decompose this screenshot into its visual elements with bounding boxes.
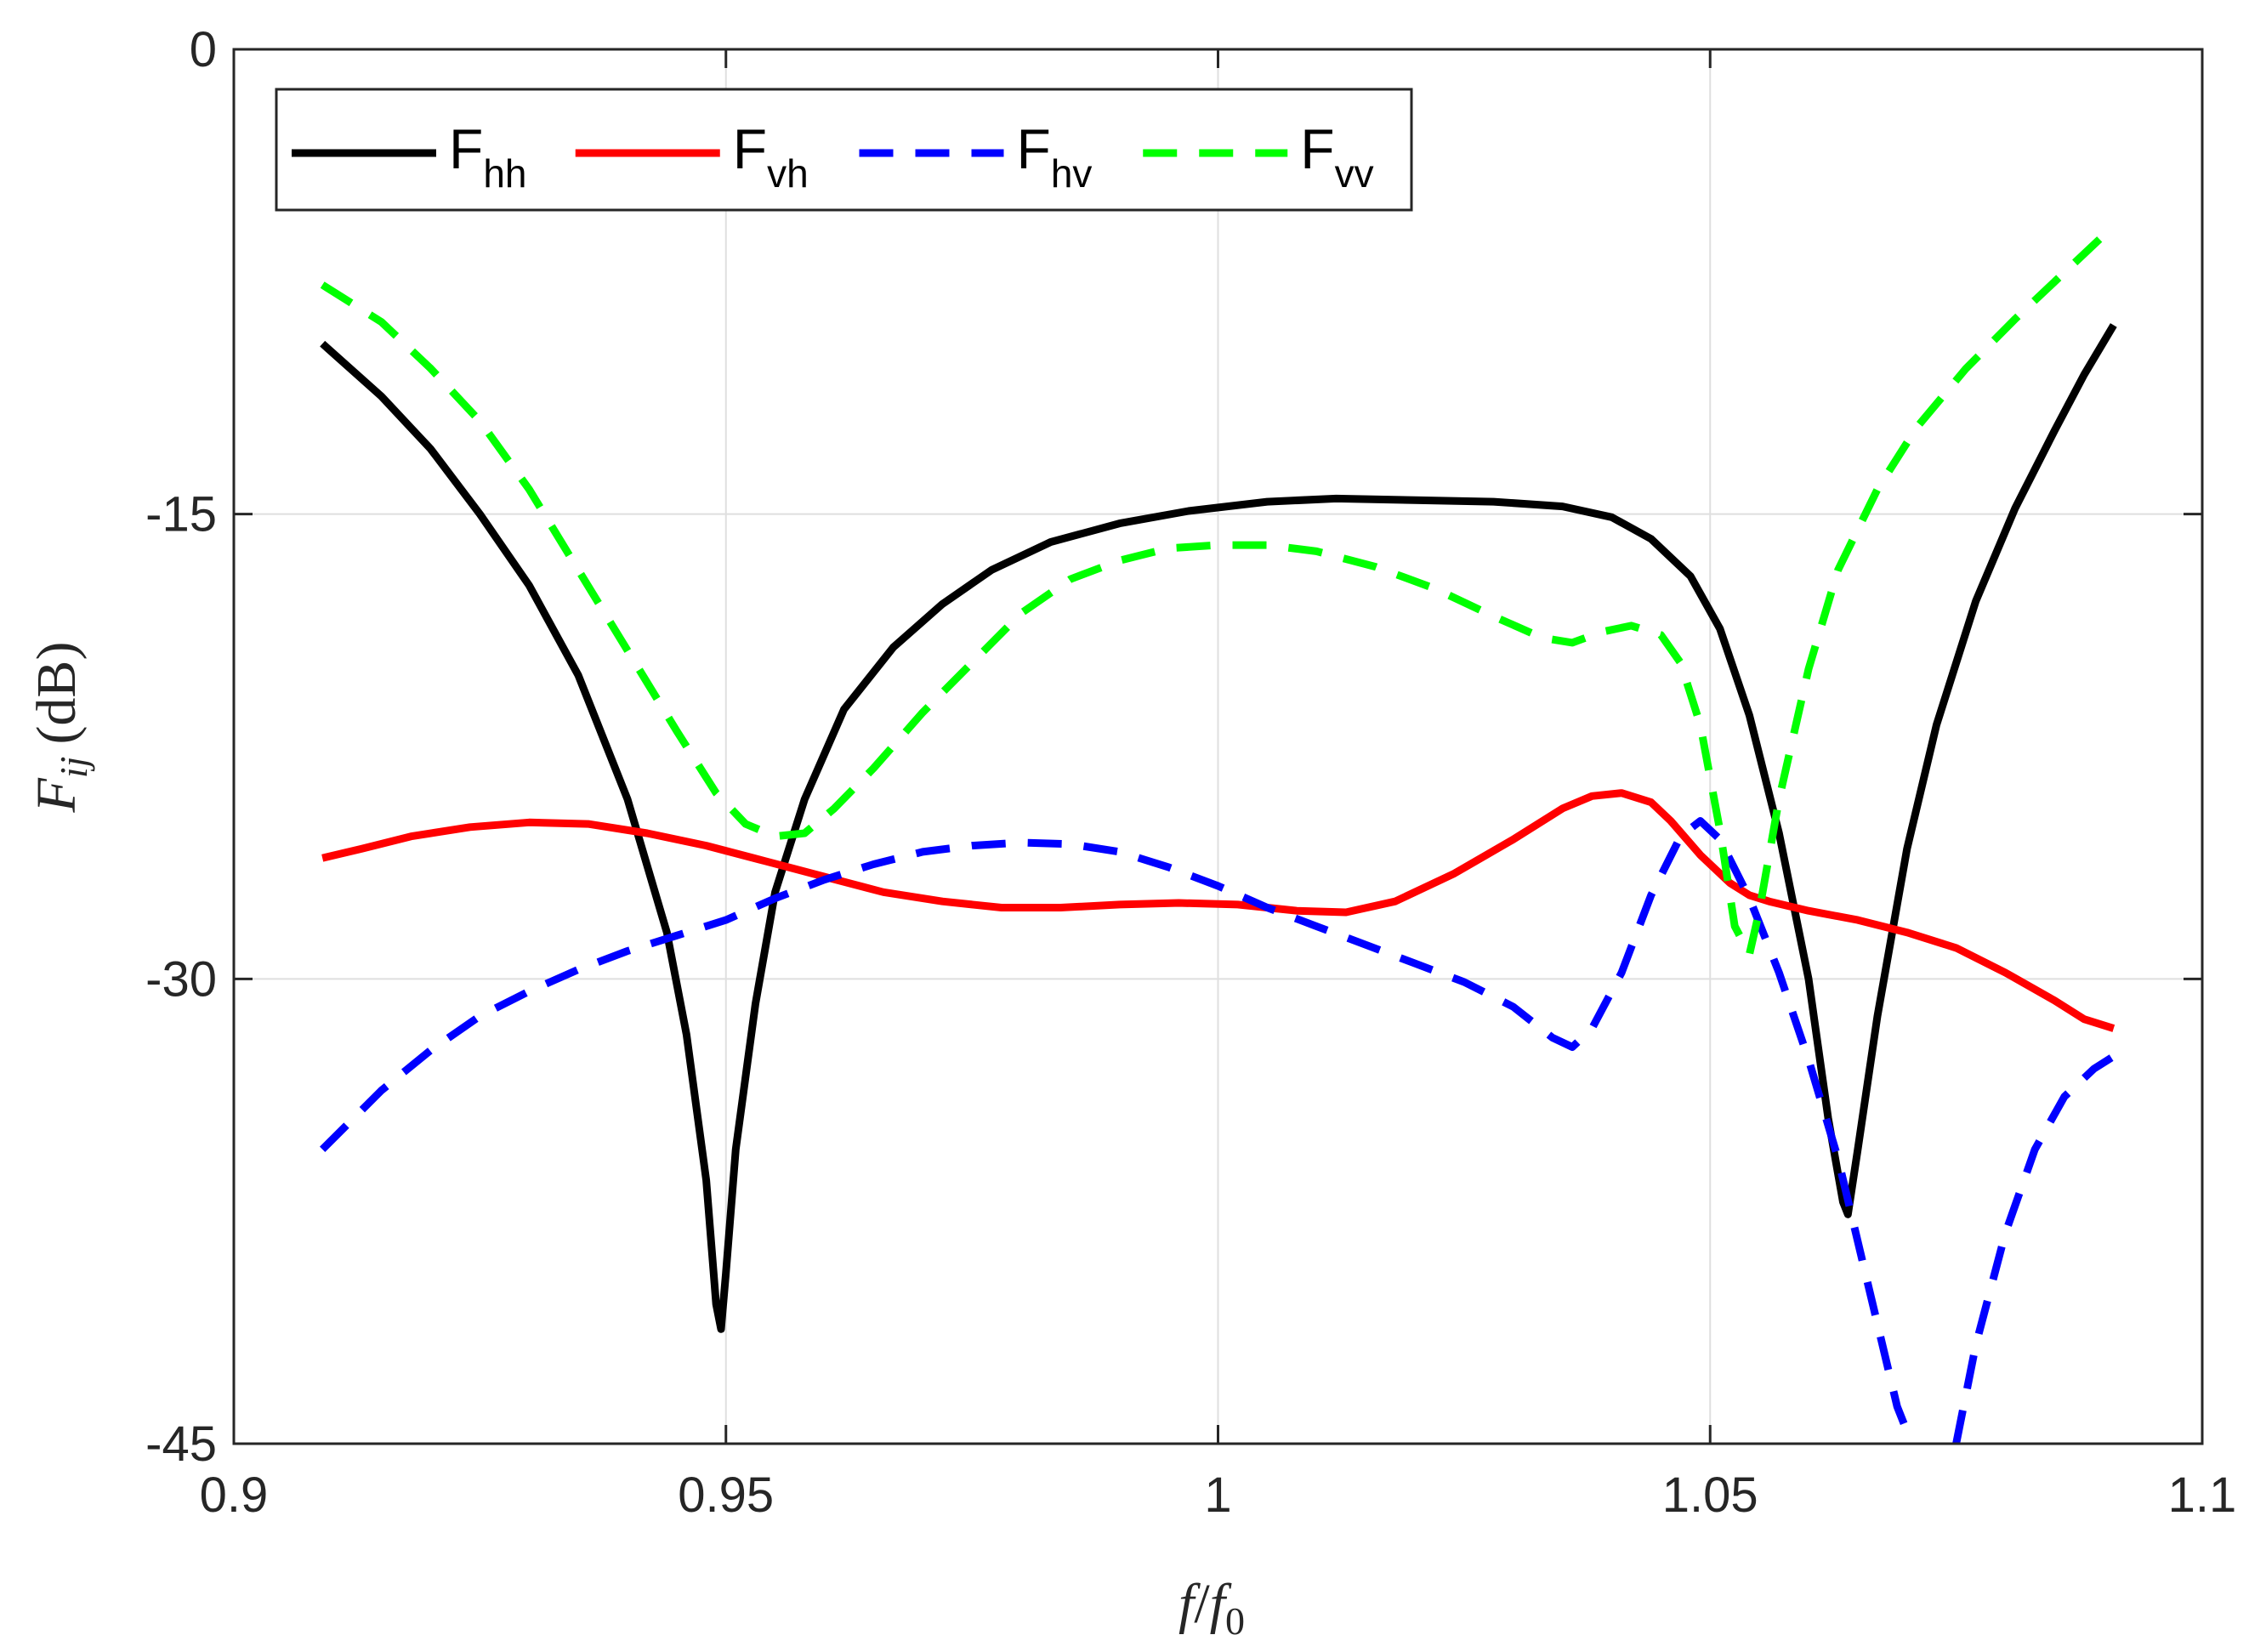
y-tick-label: 0 (190, 22, 217, 77)
legend-label-hv: Fhv (1017, 117, 1093, 196)
plot-series (320, 223, 2117, 1445)
axis-ticks: 0.9 0.95 1 1.05 1.1 0 -15 -30 -45 (145, 22, 2236, 1523)
y-axis-title: Fij(dB) (26, 642, 95, 814)
series-line-hh (320, 323, 2117, 1333)
y-tick-label: -30 (145, 951, 217, 1007)
series-line-vv (320, 223, 2116, 958)
legend-label-hh: Fhh (449, 117, 527, 196)
x-tick-label: 0.9 (200, 1467, 269, 1523)
series-line-vh (321, 789, 2116, 1032)
x-tick-label: 1.1 (2168, 1467, 2237, 1523)
legend-label-vv: Fvv (1300, 117, 1373, 196)
x-tick-label: 1 (1204, 1467, 1231, 1523)
series-line-hv (320, 817, 1916, 1445)
series-line-hv-tail (1952, 1053, 2116, 1445)
y-tick-label: -45 (145, 1416, 217, 1472)
legend: Fhh Fvh Fhv Fvv (275, 88, 1413, 212)
x-axis-title: f/f0 (1178, 1573, 1245, 1643)
y-tick-label: -15 (145, 487, 217, 542)
legend-box (275, 88, 1413, 212)
x-tick-label: 0.95 (678, 1467, 774, 1523)
x-tick-label: 1.05 (1662, 1467, 1758, 1523)
legend-label-vh: Fvh (733, 117, 809, 196)
